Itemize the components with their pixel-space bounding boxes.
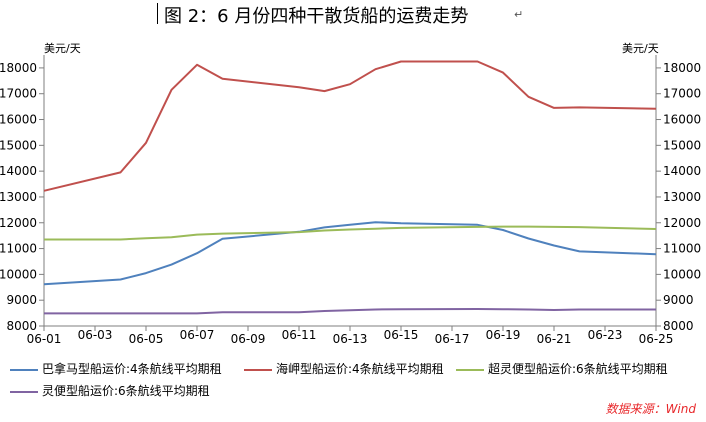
y-tick-label-right: 18000 [663,61,701,75]
x-tick-label: 06-01 [27,332,62,346]
y-tick-label-left: 15000 [0,138,37,152]
y-tick-label-left: 8000 [6,319,37,333]
data-source: 数据来源：Wind [605,402,696,416]
y-tick-label-left: 17000 [0,87,37,101]
y-tick-label-right: 17000 [663,87,701,101]
y-tick-label-right: 13000 [663,190,701,204]
y-tick-label-left: 10000 [0,267,37,281]
x-tick-label: 06-05 [129,332,164,346]
x-tick-label: 06-09 [231,332,266,346]
legend-item-panamax: 巴拿马型船运价:4条航线平均期租 [10,360,222,377]
x-tick-label: 06-07 [180,328,215,342]
series-line-panamax [43,221,657,286]
left-axis-unit: 美元/天 [44,42,81,55]
y-tick-label-left: 11000 [0,242,37,256]
y-tick-label-right: 8000 [663,319,694,333]
legend-label-capesize: 海岬型船运价:4条航线平均期租 [276,362,444,376]
x-tick-label: 06-13 [333,332,368,346]
text-cursor [157,3,158,24]
y-tick-label-right: 16000 [663,113,701,127]
series-line-capesize [43,60,657,192]
x-tick-label: 06-21 [537,332,572,346]
y-tick-label-left: 14000 [0,164,37,178]
paragraph-mark: ↵ [514,8,524,21]
chart-title: 图 2：6 月份四种干散货船的运费走势 ↵ [0,0,706,30]
y-tick-label-right: 15000 [663,138,701,152]
legend-label-handysize: 灵便型船运价:6条航线平均期租 [42,384,210,398]
legend-item-supramax: 超灵便型船运价:6条航线平均期租 [456,360,668,377]
y-tick-label-right: 11000 [663,242,701,256]
legend-swatch-handysize [10,390,38,393]
legend-swatch-panamax [10,368,38,371]
legend-swatch-capesize [244,368,272,371]
x-tick-label: 06-03 [78,328,113,342]
right-axis-unit: 美元/天 [622,42,659,55]
series-line-supramax [44,225,657,241]
y-tick-label-left: 12000 [0,216,37,230]
x-tick-label: 06-11 [282,328,317,342]
y-tick-label-right: 9000 [663,293,694,307]
y-tick-label-right: 10000 [663,267,701,281]
x-tick-label: 06-25 [639,332,674,346]
x-tick-label: 06-17 [435,332,470,346]
y-tick-label-left: 13000 [0,190,37,204]
x-tick-label: 06-15 [384,328,419,342]
legend-swatch-supramax [456,368,484,371]
legend-item-capesize: 海岬型船运价:4条航线平均期租 [244,360,444,377]
legend-label-supramax: 超灵便型船运价:6条航线平均期租 [488,362,668,376]
y-tick-label-left: 16000 [0,113,37,127]
chart-title-text: 图 2：6 月份四种干散货船的运费走势 [164,6,469,27]
x-tick-label: 06-23 [588,328,623,342]
y-tick-label-left: 18000 [0,61,37,75]
x-tick-label: 06-19 [486,328,521,342]
legend-label-panamax: 巴拿马型船运价:4条航线平均期租 [42,362,222,376]
y-tick-label-right: 14000 [663,164,701,178]
series-line-handysize [44,308,656,315]
legend-item-handysize: 灵便型船运价:6条航线平均期租 [10,382,210,399]
y-tick-label-right: 12000 [663,216,701,230]
y-tick-label-left: 9000 [6,293,37,307]
